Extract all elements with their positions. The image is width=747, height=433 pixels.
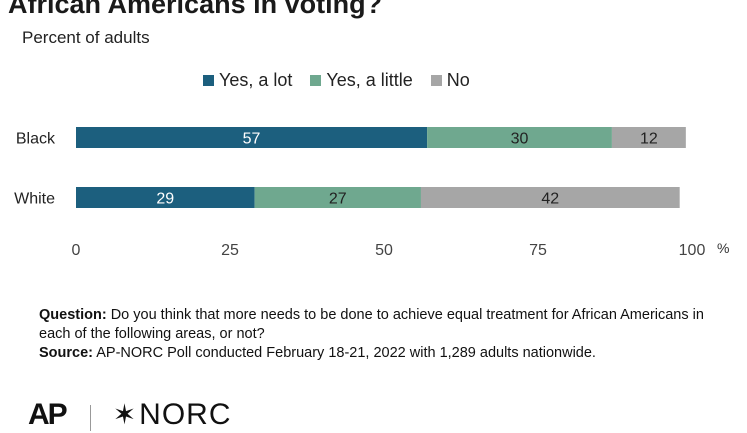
bar-segment — [254, 187, 421, 208]
chart-subtitle: Percent of adults — [22, 28, 150, 47]
source-note: Source: AP-NORC Poll conducted February … — [39, 344, 719, 363]
x-tick-label: 50 — [375, 242, 393, 259]
x-unit-label: % — [717, 240, 729, 256]
data-label: 42 — [541, 191, 559, 208]
legend-label: Yes, a little — [326, 69, 413, 90]
x-tick-label: 75 — [529, 242, 547, 259]
question-note: Question: Do you think that more needs t… — [39, 306, 719, 344]
category-label: White — [14, 191, 55, 208]
logos: AP ✶ NORC — [28, 397, 232, 431]
legend-item-no: No — [430, 69, 470, 91]
data-label: 29 — [156, 191, 174, 208]
logo-divider — [89, 405, 91, 431]
chart-title: African Americans in voting? — [8, 0, 383, 19]
category-label: Black — [16, 131, 56, 148]
bar-segment — [76, 187, 255, 208]
data-label: 12 — [640, 131, 658, 148]
source-label: Source: — [39, 345, 93, 361]
x-tick-label: 25 — [221, 242, 239, 259]
bar-segment — [76, 127, 428, 148]
norc-logo-text: NORC — [139, 398, 232, 431]
data-label: 57 — [243, 131, 261, 148]
stacked-bar-chart: Black 57 30 12 White 29 27 42 0 25 50 75 100% — [14, 127, 729, 259]
chart-notes: Question: Do you think that more needs t… — [39, 306, 719, 363]
legend-swatch — [430, 74, 442, 86]
question-text: Do you think that more needs to be done … — [39, 307, 704, 342]
norc-star-icon: ✶ — [112, 399, 138, 430]
bar-segment — [611, 127, 686, 148]
source-text: AP-NORC Poll conducted February 18-21, 2… — [93, 345, 596, 361]
ap-logo: AP — [28, 398, 68, 431]
legend-swatch — [310, 74, 322, 86]
legend-label: Yes, a lot — [219, 69, 293, 90]
chart-legend: Yes, a lot Yes, a little No — [203, 69, 488, 91]
data-label: 27 — [329, 191, 347, 208]
legend-item-yes-a-lot: Yes, a lot — [203, 70, 292, 91]
norc-logo: ✶ NORC — [113, 397, 232, 433]
data-label: 30 — [511, 131, 529, 148]
x-tick-label: 100 — [679, 242, 706, 259]
bar-segment — [427, 127, 612, 148]
legend-item-yes-a-little: Yes, a little — [310, 69, 413, 91]
question-label: Question: — [39, 307, 107, 323]
legend-label: No — [446, 69, 470, 90]
x-tick-label: 0 — [72, 242, 81, 259]
bar-segment — [420, 187, 680, 208]
legend-swatch — [203, 74, 214, 86]
